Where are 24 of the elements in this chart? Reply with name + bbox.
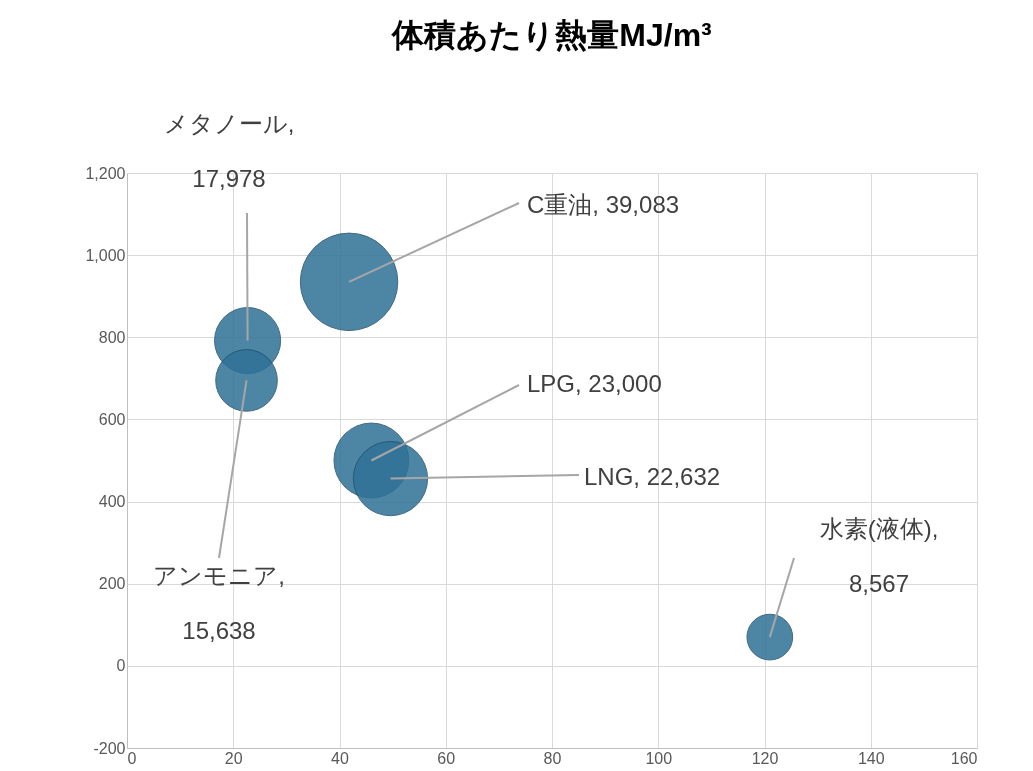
y-tick-label: 800 xyxy=(98,328,126,346)
y-tick-label: 600 xyxy=(98,410,126,428)
y-tick-label: 400 xyxy=(98,493,126,511)
annotation: アンモニア, 15,638 xyxy=(153,562,285,644)
x-tick-label: 80 xyxy=(543,749,562,767)
y-tick-label: 200 xyxy=(98,575,126,593)
y-tick-label: 1,200 xyxy=(85,164,126,182)
x-tick-label: 100 xyxy=(645,749,673,767)
x-tick-label: 160 xyxy=(950,749,978,767)
x-tick-label: 0 xyxy=(127,749,137,767)
annotation: 水素(液体), 8,567 xyxy=(819,515,939,597)
y-tick-label: 0 xyxy=(116,657,126,675)
y-tick-label: 1,000 xyxy=(85,246,126,264)
x-tick-label: 20 xyxy=(224,749,243,767)
y-tick-label: -200 xyxy=(93,739,126,757)
x-tick-label: 60 xyxy=(437,749,456,767)
x-tick-label: 40 xyxy=(331,749,349,767)
annotation: LNG, 22,632 xyxy=(584,463,721,490)
chart-title: 体積あたり熱量MJ/m³ xyxy=(391,17,712,53)
x-tick-label: 120 xyxy=(751,749,779,767)
annotation: LPG, 23,000 xyxy=(527,370,662,397)
x-tick-label: 140 xyxy=(857,749,885,767)
annotation: C重油, 39,083 xyxy=(527,191,680,218)
annotation: メタノール, 17,978 xyxy=(163,110,295,192)
